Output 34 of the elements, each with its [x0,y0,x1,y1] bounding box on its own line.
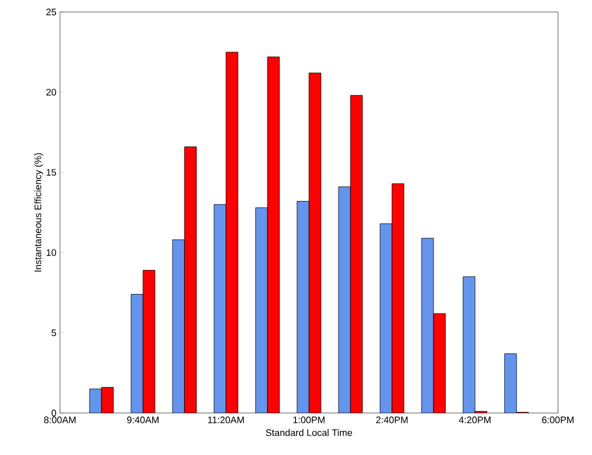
bar [296,201,310,413]
y-axis-title: Instantaneous Efficiency (%) [34,153,44,272]
bar [504,353,517,413]
x-tick-label: 4:20PM [458,416,491,424]
x-tick-label: 11:20AM [208,416,244,424]
x-tick-label: 2:40PM [376,416,408,424]
bar [130,294,144,413]
bar [350,95,363,413]
y-tick-label: 15 [46,169,56,176]
bar [101,387,114,413]
y-tick-label: 10 [46,249,56,256]
x-tick-label: 1:00PM [293,416,325,424]
bar [184,146,197,413]
x-tick-label: 9:40AM [127,416,159,424]
bar [142,270,156,413]
bar [255,207,268,413]
bar [226,52,238,413]
x-tick-label: 8:00AM [44,416,76,424]
bar [308,72,322,413]
x-tick-label: 6:00PM [542,416,574,424]
bar [462,276,476,413]
y-tick-label: 5 [52,329,56,336]
bar [338,186,351,413]
y-tick-label: 25 [46,8,56,16]
y-tick-label: 0 [52,410,56,416]
x-axis-title: Standard Local Time [266,429,352,436]
bar [433,313,446,413]
bar [380,223,392,413]
y-tick-label: 20 [46,88,56,96]
bar [421,238,434,413]
bar [172,240,185,413]
bar [392,183,404,413]
bar [267,56,280,413]
bar [214,204,226,413]
